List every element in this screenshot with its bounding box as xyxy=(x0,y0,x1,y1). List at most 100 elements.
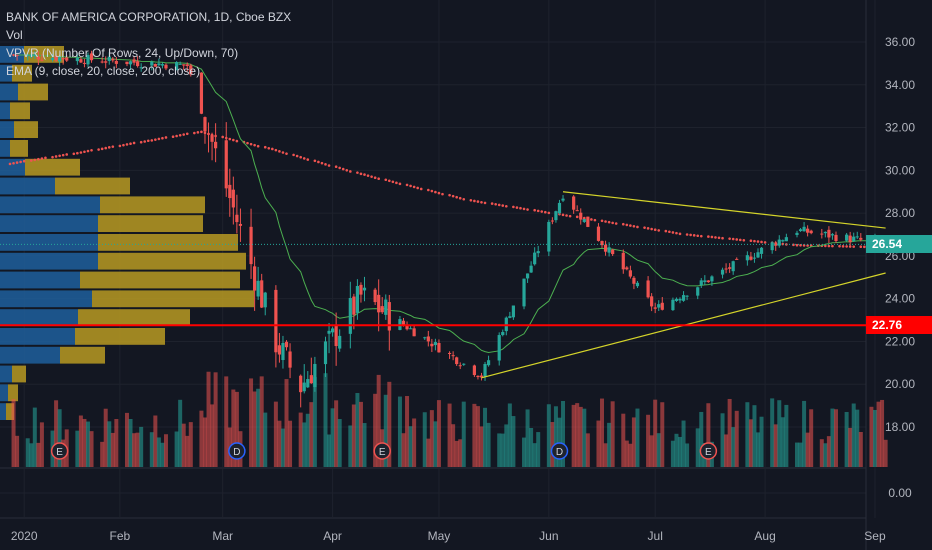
time-axis[interactable]: 2020 Feb Mar Apr May Jun Jul Aug Sep xyxy=(11,529,886,543)
volume-bars xyxy=(11,371,888,467)
ema-200-dot xyxy=(678,232,682,236)
ema-200-dot xyxy=(412,185,416,189)
candle-body xyxy=(784,237,788,242)
volume-bar xyxy=(405,396,410,467)
candle-body xyxy=(65,57,69,61)
candle-body xyxy=(635,282,640,287)
candle-body xyxy=(550,220,554,222)
candle-body xyxy=(352,296,356,315)
candle-body xyxy=(206,133,211,135)
candle-body xyxy=(830,234,835,236)
ema-200-dot xyxy=(519,206,522,210)
ema-200-dot xyxy=(590,218,593,221)
ema-200-dot xyxy=(178,133,182,137)
ema-200-dot xyxy=(547,211,551,215)
ema-200-dot xyxy=(395,181,398,185)
volume-bar xyxy=(11,399,16,467)
ema-200-dot xyxy=(154,138,157,141)
ema-200-dot xyxy=(636,225,639,229)
candle-body xyxy=(859,237,863,240)
volume-bar xyxy=(206,371,211,467)
ema-200-dot xyxy=(831,244,834,248)
x-tick-label: Aug xyxy=(754,529,775,543)
event-marker xyxy=(373,442,391,460)
ema-200-dot xyxy=(278,150,281,153)
event-marker xyxy=(228,442,246,460)
candle-body xyxy=(827,229,831,238)
ema-200-dot xyxy=(664,229,668,233)
ema-200-dot xyxy=(164,136,168,139)
vpvr-up-bar xyxy=(0,102,10,120)
candle-body xyxy=(178,63,182,65)
volume-bar xyxy=(575,403,580,467)
volume-bar xyxy=(731,427,736,467)
volume-bar xyxy=(309,402,314,467)
ema-200-dot xyxy=(582,216,586,220)
ema-200-dot xyxy=(51,155,54,159)
candle-body xyxy=(302,382,306,392)
ema-200-dot xyxy=(235,139,239,143)
candle-body xyxy=(387,302,391,331)
volume-bar xyxy=(323,373,328,467)
candle-body xyxy=(355,286,360,313)
ema-200-dot xyxy=(171,135,175,139)
volume-bar xyxy=(600,398,605,467)
vpvr-up-bar xyxy=(0,46,24,63)
ema-200-dot xyxy=(419,187,423,191)
ema-200-dot xyxy=(756,240,760,243)
candle-body xyxy=(330,328,335,333)
candle-body xyxy=(132,59,136,63)
candle-body xyxy=(150,61,154,66)
candle-body xyxy=(313,363,317,388)
ema-200-dot xyxy=(196,131,200,134)
candle-body xyxy=(774,243,778,246)
ema-200-dot xyxy=(97,148,100,151)
volume-bar xyxy=(256,388,261,467)
volume-bar xyxy=(486,422,491,467)
volume-bar xyxy=(280,428,285,467)
volume-bar xyxy=(57,409,62,467)
candle-body xyxy=(674,298,679,301)
ema-200-dot xyxy=(611,221,614,225)
ema-200-dot xyxy=(575,215,579,219)
candle-body xyxy=(525,273,530,279)
volume-bar xyxy=(103,408,108,467)
ema-200-dot xyxy=(22,159,26,163)
price-axis[interactable]: 36.0034.0032.0030.0028.0026.0024.0022.00… xyxy=(885,35,915,500)
ema-indicator-label[interactable]: EMA (9, close, 20, close, 200, close) xyxy=(6,64,201,78)
ema-200-dot xyxy=(653,228,657,232)
event-marker-label: D xyxy=(233,447,240,458)
volume-bar xyxy=(330,408,335,467)
ema-200-dot xyxy=(646,227,650,230)
candle-body xyxy=(809,230,813,234)
volume-bar xyxy=(373,393,378,467)
ema-200-dot xyxy=(593,218,597,222)
vol-indicator-label[interactable]: Vol xyxy=(6,28,23,42)
candle-body xyxy=(33,54,37,57)
candle-body xyxy=(256,280,260,297)
symbol-title[interactable]: BANK OF AMERICA CORPORATION, 1D, Cboe BZ… xyxy=(6,10,292,24)
vpvr-indicator-label[interactable]: VPVR (Number Of Rows, 24, Up/Down, 70) xyxy=(6,46,239,60)
candle-body xyxy=(501,332,505,336)
volume-bar xyxy=(699,411,704,467)
vpvr-up-bar xyxy=(0,83,18,101)
ema-200-dot xyxy=(476,200,480,203)
volume-bar xyxy=(284,379,289,467)
volume-bar xyxy=(334,400,339,467)
volume-bar xyxy=(458,439,463,467)
candle-body xyxy=(724,268,728,270)
ema-200-dot xyxy=(249,142,253,146)
volume-bar xyxy=(210,404,215,467)
volume-bar xyxy=(830,408,835,467)
candle-body xyxy=(235,214,239,223)
ema-200-dot xyxy=(760,240,763,244)
volume-bar xyxy=(376,374,381,467)
volume-bar xyxy=(550,422,555,467)
candle-body xyxy=(362,287,367,291)
volume-bar xyxy=(337,419,342,467)
ema-200-dot xyxy=(561,213,565,217)
volume-bar xyxy=(82,418,87,467)
candle-body xyxy=(50,58,55,60)
vpvr-down-bar xyxy=(100,196,205,214)
